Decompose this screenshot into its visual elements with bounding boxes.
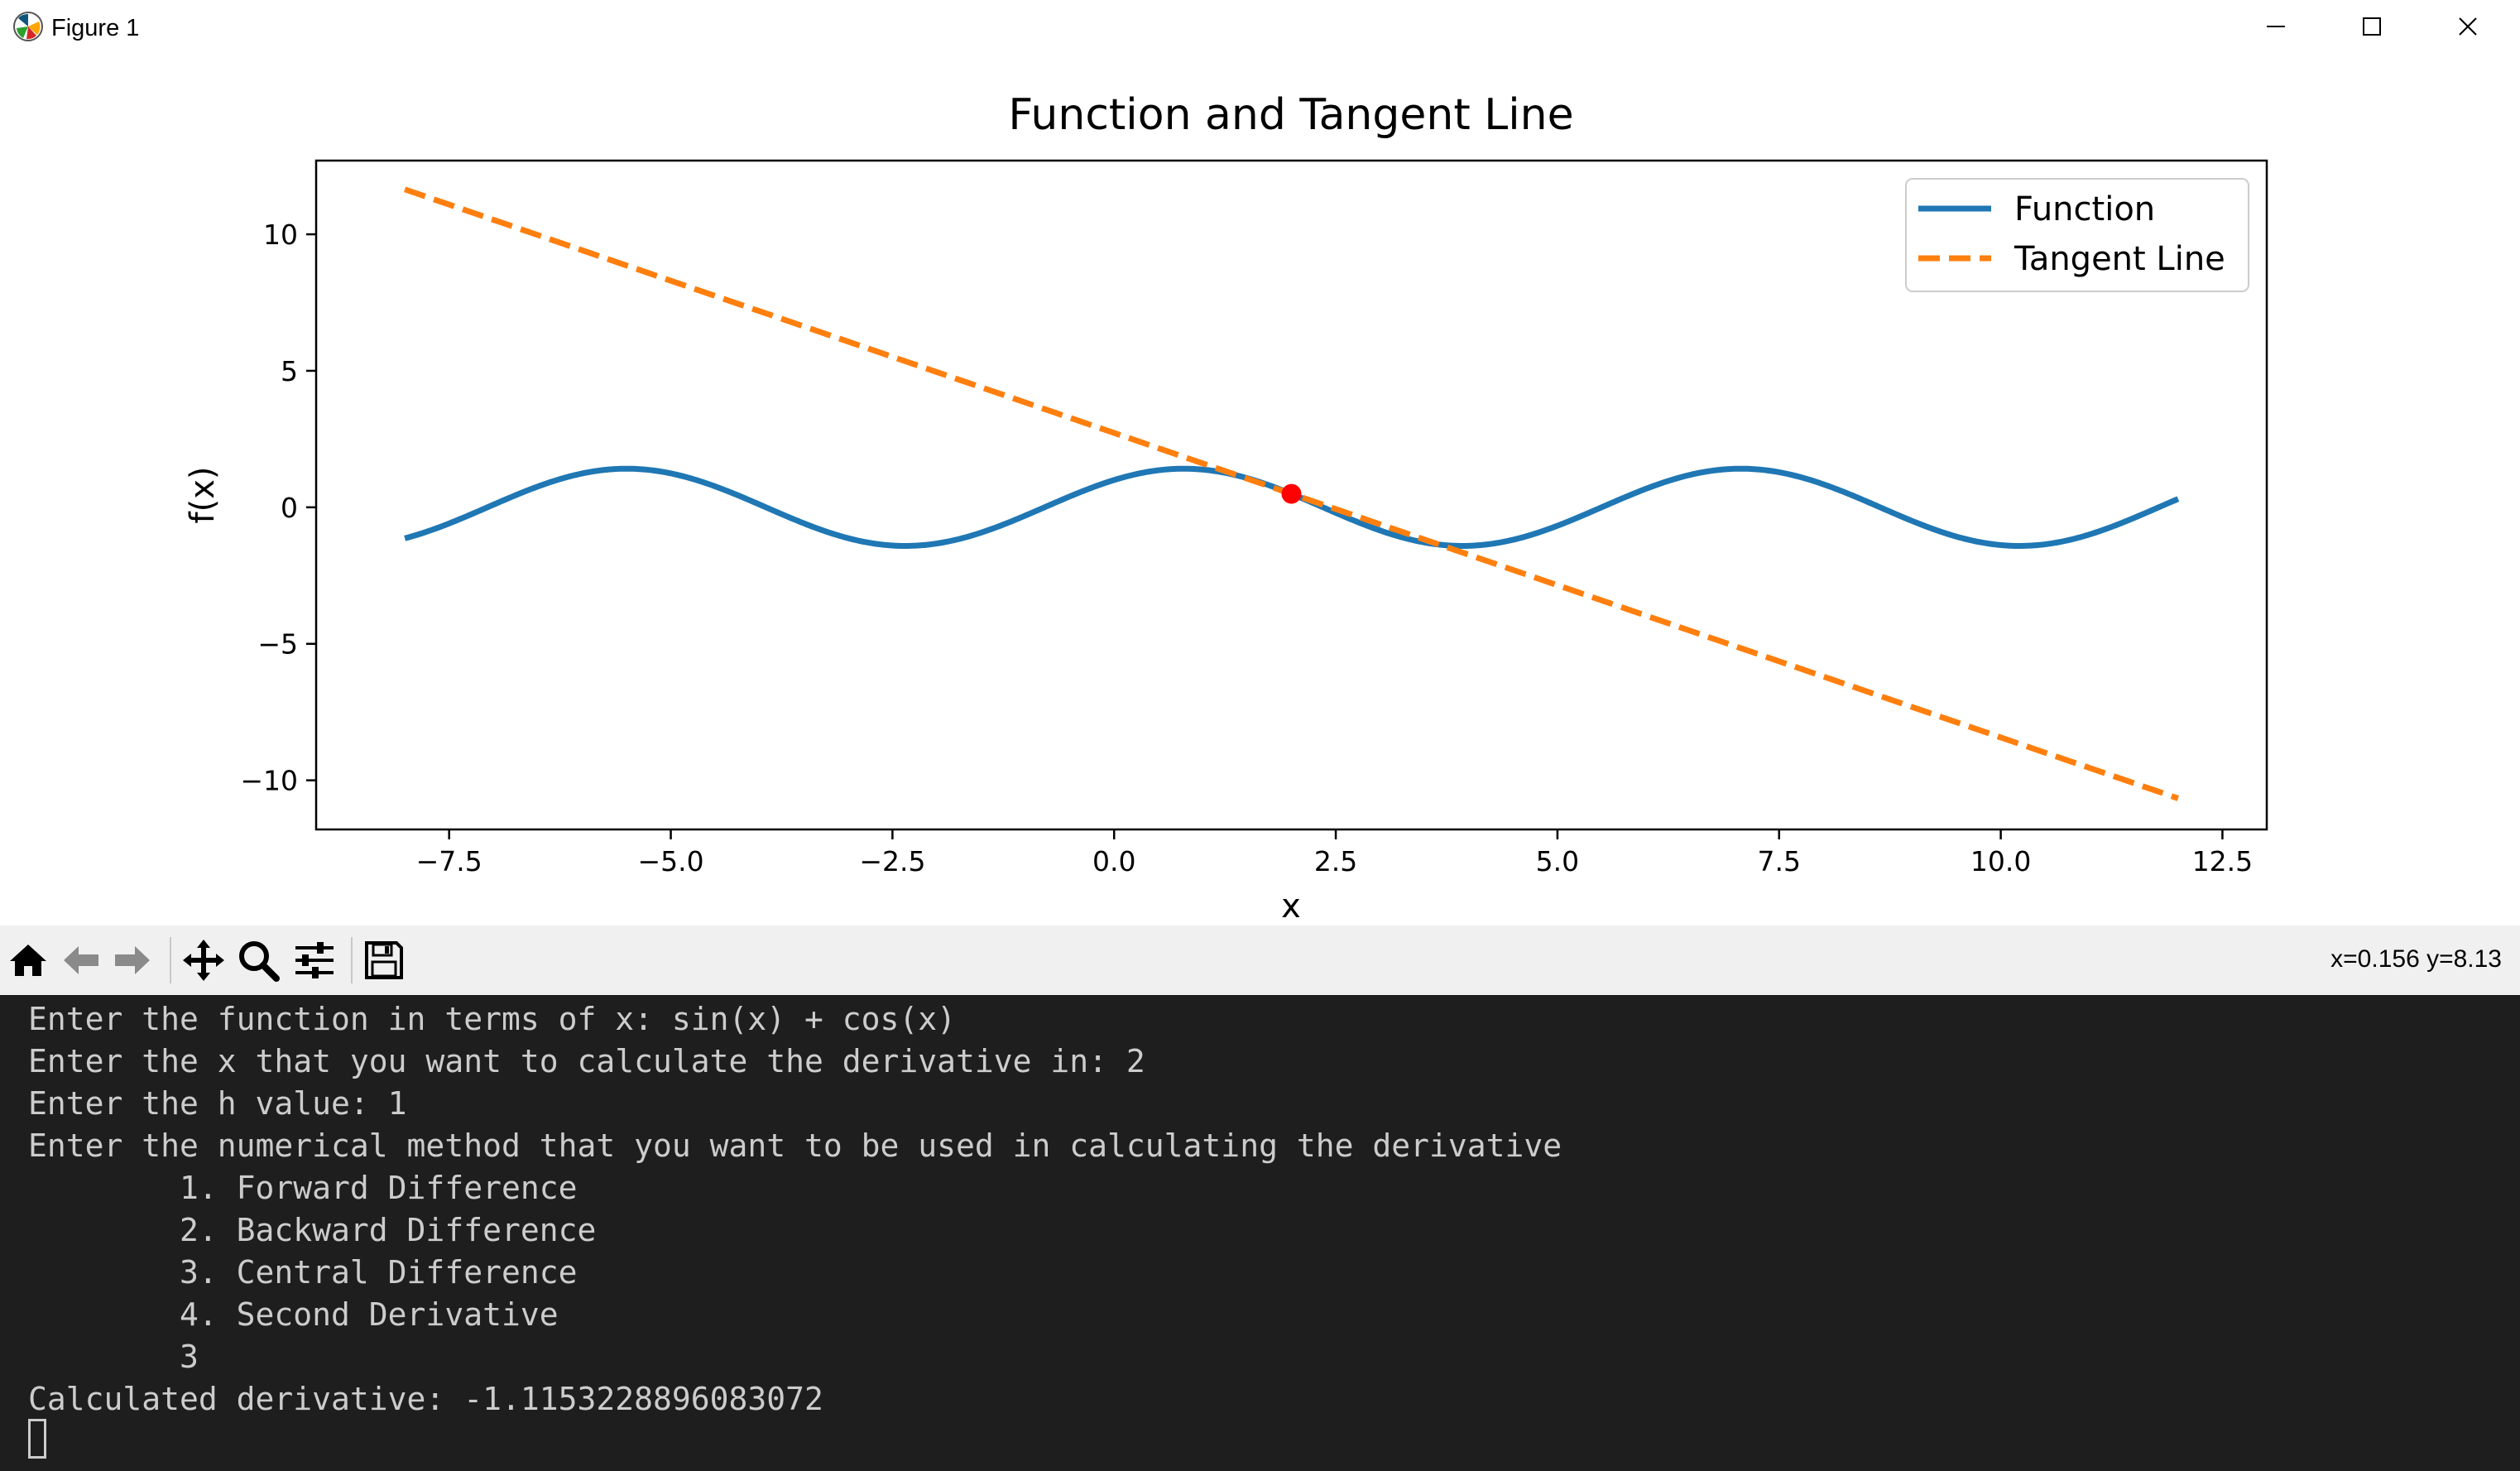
navigation-toolbar: x=0.156 y=8.13 — [0, 925, 2520, 995]
x-tick-label: 0.0 — [1092, 845, 1135, 877]
window-title: Figure 1 — [51, 15, 140, 41]
maximize-button[interactable] — [2324, 0, 2420, 53]
y-tick-label: 10 — [263, 219, 298, 251]
pan-button[interactable] — [180, 935, 227, 985]
x-tick-label: 2.5 — [1314, 845, 1357, 877]
terminal-console[interactable]: Enter the function in terms of x: sin(x)… — [0, 995, 2520, 1471]
console-line: 3. Central Difference — [28, 1254, 578, 1291]
pan-icon — [183, 940, 224, 981]
console-line: Calculated derivative: -1.11532288960830… — [28, 1381, 823, 1417]
close-icon — [2459, 17, 2477, 36]
console-line: Enter the numerical method that you want… — [28, 1127, 1562, 1164]
back-icon — [64, 946, 98, 974]
forward-button[interactable] — [109, 935, 156, 985]
home-button[interactable] — [5, 935, 51, 985]
y-tick-label: 0 — [281, 492, 298, 524]
chart: Function and Tangent Line −7.5 −5.0 −2.5 0.… — [184, 90, 2268, 925]
y-axis-label: f(x) — [184, 467, 222, 524]
x-tick-label: −2.5 — [859, 845, 925, 877]
zoom-button[interactable] — [235, 935, 281, 985]
minimize-button[interactable] — [2228, 0, 2324, 53]
text-cursor — [28, 1419, 46, 1459]
configure-subplots-icon — [295, 942, 334, 978]
console-line: 1. Forward Difference — [28, 1170, 578, 1206]
home-icon — [10, 945, 46, 976]
chart-title: Function and Tangent Line — [1008, 90, 1573, 140]
console-line: 4. Second Derivative — [28, 1296, 559, 1333]
axis-ticks: −7.5 −5.0 −2.5 0.0 2.5 5.0 7.5 10.0 12.5 −10 −5 0 5 1… — [240, 219, 2253, 877]
forward-icon — [115, 946, 150, 974]
evaluation-point — [1281, 483, 1302, 504]
x-tick-label: −7.5 — [416, 845, 482, 877]
figure-canvas[interactable]: Function and Tangent Line −7.5 −5.0 −2.5 0.… — [0, 56, 2520, 925]
minimize-icon — [2267, 26, 2285, 27]
legend-label-function: Function — [2014, 190, 2155, 228]
zoom-icon — [239, 941, 280, 982]
configure-subplots-button[interactable] — [290, 935, 339, 985]
save-icon — [365, 941, 403, 979]
title-bar: Figure 1 — [0, 0, 2520, 56]
axes-frame — [314, 159, 2268, 831]
x-tick-label: 12.5 — [2192, 845, 2253, 877]
plot-area — [403, 186, 2180, 801]
function-line — [404, 465, 2180, 549]
x-tick-label: 5.0 — [1536, 845, 1579, 877]
close-button[interactable] — [2420, 0, 2516, 53]
y-tick-label: 5 — [281, 355, 298, 387]
x-axis-label: x — [1281, 887, 1301, 925]
x-tick-label: −5.0 — [637, 845, 703, 877]
y-tick-label: −10 — [240, 765, 298, 797]
y-tick-label: −5 — [257, 628, 298, 661]
maximize-icon — [2363, 17, 2381, 36]
console-line: 3 — [28, 1339, 199, 1375]
legend-label-tangent: Tangent Line — [2014, 240, 2225, 278]
cursor-coordinates: x=0.156 y=8.13 — [2330, 945, 2502, 973]
console-line: 2. Backward Difference — [28, 1212, 597, 1248]
x-tick-label: 7.5 — [1758, 845, 1801, 877]
legend: Function Tangent Line — [1905, 178, 2249, 292]
console-line: Enter the function in terms of x: sin(x)… — [28, 1001, 957, 1037]
save-button[interactable] — [361, 935, 407, 985]
console-line: Enter the x that you want to calculate t… — [28, 1043, 1145, 1079]
console-line: Enter the h value: 1 — [28, 1085, 407, 1122]
x-tick-label: 10.0 — [1970, 845, 2031, 877]
toolbar-separator — [351, 937, 353, 983]
matplotlib-icon — [13, 12, 43, 41]
toolbar-separator — [170, 937, 171, 983]
legend-box — [1905, 178, 2249, 292]
back-button[interactable] — [58, 935, 104, 985]
